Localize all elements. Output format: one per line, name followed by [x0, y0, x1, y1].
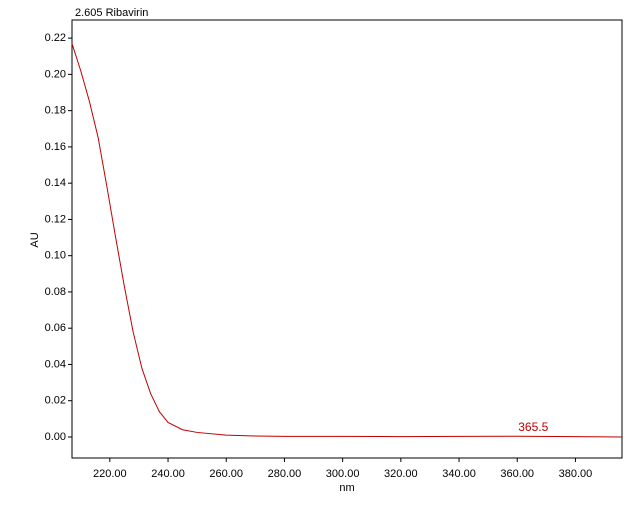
y-tick-label: 0.10 [45, 250, 66, 262]
x-tick-label: 340.00 [442, 468, 476, 480]
y-tick-label: 0.12 [45, 213, 66, 225]
spectrum-line [71, 43, 623, 438]
y-tick-label: 0.18 [45, 105, 66, 117]
y-tick-label: 0.04 [45, 358, 66, 370]
y-axis-label: AU [29, 232, 41, 247]
y-tick-label: 0.06 [45, 322, 66, 334]
y-tick-label: 0.22 [45, 32, 66, 44]
y-tick-label: 0.14 [45, 177, 66, 189]
x-tick-label: 280.00 [268, 468, 302, 480]
y-tick-label: 0.02 [45, 395, 66, 407]
x-tick-label: 380.00 [559, 468, 593, 480]
x-tick-label: 320.00 [384, 468, 418, 480]
x-tick-label: 240.00 [151, 468, 185, 480]
x-tick-label: 220.00 [93, 468, 127, 480]
chart-title: 2.605 Ribavirin [75, 7, 148, 19]
y-tick-label: 0.00 [45, 431, 66, 443]
x-tick-label: 260.00 [209, 468, 243, 480]
peak-annotation: 365.5 [518, 420, 548, 434]
plot-frame [71, 19, 623, 459]
y-tick-label: 0.16 [45, 141, 66, 153]
x-axis-label: nm [339, 482, 354, 494]
y-tick-label: 0.20 [45, 68, 66, 80]
y-tick-label: 0.08 [45, 286, 66, 298]
x-tick-label: 300.00 [326, 468, 360, 480]
x-tick-label: 360.00 [500, 468, 534, 480]
